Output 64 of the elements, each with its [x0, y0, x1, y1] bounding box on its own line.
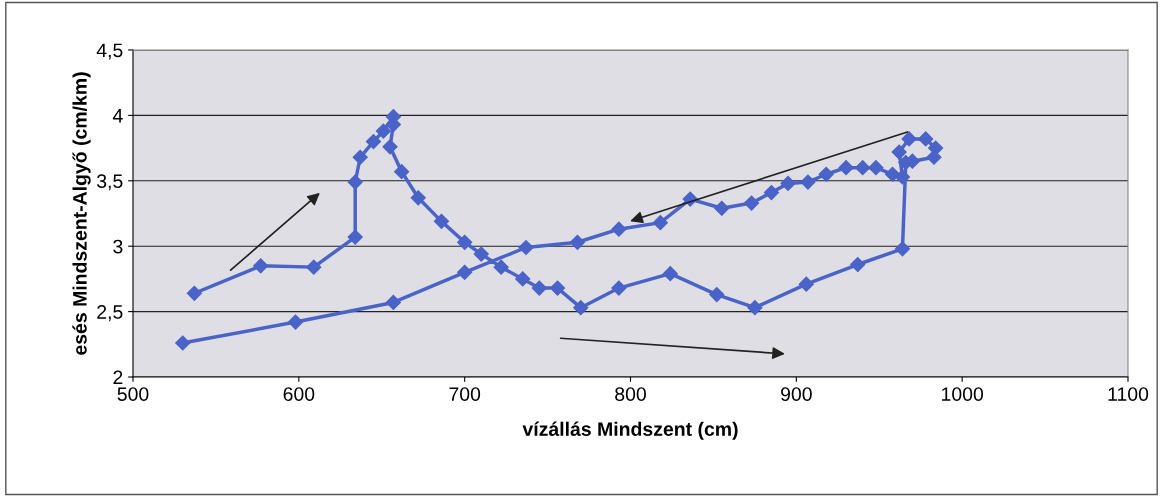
point: [714, 200, 730, 216]
point: [347, 229, 363, 245]
point: [901, 131, 917, 147]
point: [175, 335, 191, 351]
point: [928, 140, 944, 156]
point: [855, 160, 871, 176]
x-axis-title: vízállás Mindszent (cm): [522, 421, 738, 440]
point: [382, 139, 398, 155]
point: [347, 174, 363, 190]
point: [884, 166, 901, 182]
point: [652, 215, 668, 231]
point: [891, 144, 907, 160]
y-tick-label: 3: [113, 239, 123, 254]
y-tick-label: 3,5: [96, 174, 123, 191]
point: [918, 131, 934, 147]
point: [186, 285, 202, 301]
point: [763, 185, 780, 201]
point: [306, 259, 322, 275]
point: [662, 266, 678, 282]
point: [365, 133, 382, 150]
point: [385, 294, 401, 311]
point: [287, 314, 304, 330]
point: [457, 234, 473, 250]
y-axis-title: esés Mindszent-Algyő (cm/km): [72, 72, 91, 355]
point: [709, 287, 725, 303]
point: [531, 280, 547, 296]
x-tick-label: 600: [283, 387, 315, 401]
x-tick-label: 1000: [942, 387, 984, 401]
point: [569, 234, 586, 250]
point: [780, 175, 796, 191]
point: [611, 280, 627, 296]
point: [868, 160, 884, 176]
point: [894, 241, 911, 257]
y-tick-label: 2,5: [97, 305, 123, 322]
point: [894, 169, 911, 185]
point: [473, 246, 489, 262]
point: [518, 239, 534, 256]
point: [798, 276, 814, 292]
x-tick-label: 700: [449, 387, 481, 401]
point: [410, 190, 426, 206]
point: [352, 149, 368, 165]
point: [394, 164, 410, 180]
point: [549, 280, 566, 296]
point: [611, 221, 627, 237]
point: [375, 123, 391, 139]
x-tick-label: 1100: [1108, 387, 1149, 401]
x-tick-label: 800: [615, 387, 646, 401]
point: [838, 160, 854, 176]
point: [493, 259, 509, 275]
point: [457, 264, 473, 280]
x-tick-label: 900: [781, 387, 812, 401]
point: [253, 258, 269, 274]
point: [850, 256, 866, 273]
y-tick-label: 4: [112, 109, 123, 123]
point: [743, 195, 760, 211]
x-tick-label: 500: [117, 387, 149, 401]
point: [818, 166, 834, 182]
point: [433, 213, 450, 229]
y-tick-label: 4,5: [96, 43, 123, 60]
point: [515, 271, 531, 287]
point: [573, 300, 589, 316]
point: [800, 174, 816, 190]
point: [747, 300, 763, 316]
y-tick-label: 2: [113, 370, 123, 385]
